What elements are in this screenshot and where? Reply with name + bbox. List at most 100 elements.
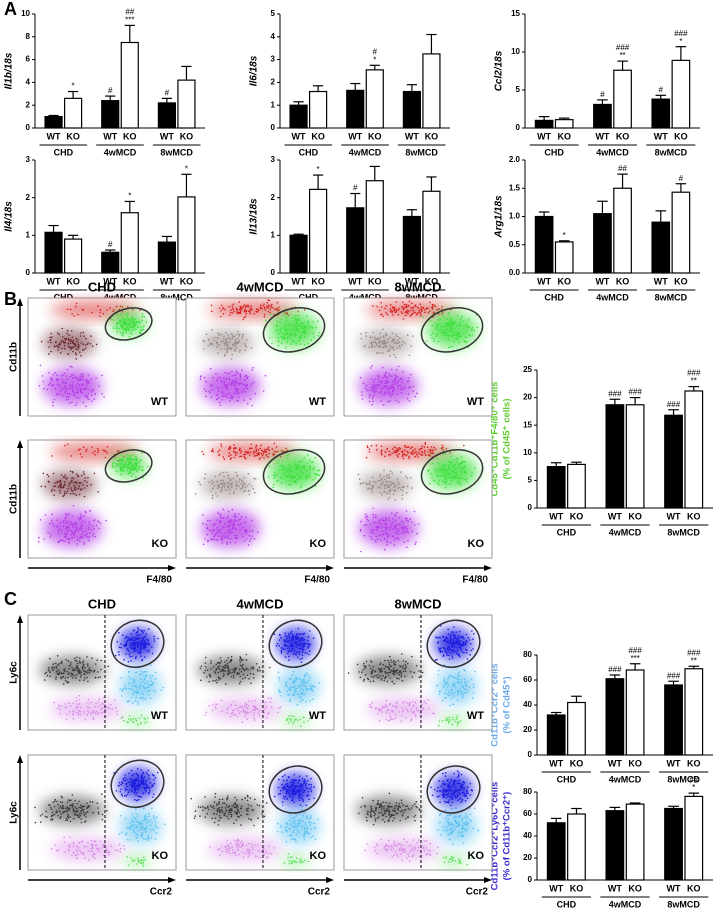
cell-dot xyxy=(232,309,234,311)
cell-dot xyxy=(399,447,401,449)
cell-dot xyxy=(278,677,280,679)
cell-dot xyxy=(227,482,229,484)
cell-dot xyxy=(83,711,85,713)
cell-dot xyxy=(220,657,222,659)
cell-dot xyxy=(214,523,216,525)
cell-dot xyxy=(287,646,289,648)
cell-dot xyxy=(375,529,377,531)
cell-dot xyxy=(303,642,305,644)
cell-dot xyxy=(231,383,233,385)
cell-dot xyxy=(416,314,418,316)
cell-dot xyxy=(55,678,57,680)
cell-dot xyxy=(388,486,390,488)
cell-dot xyxy=(243,334,245,336)
cell-dot xyxy=(296,479,298,481)
bar xyxy=(45,117,62,128)
cell-dot xyxy=(298,469,300,471)
cell-dot xyxy=(233,677,235,679)
cell-dot xyxy=(457,333,459,335)
cell-dot xyxy=(128,650,130,652)
cell-dot xyxy=(314,686,316,688)
cell-dot xyxy=(95,677,97,679)
cell-dot xyxy=(106,309,108,311)
cell-dot xyxy=(147,466,149,468)
cell-dot xyxy=(251,369,253,371)
cell-dot xyxy=(76,704,78,706)
cell-dot xyxy=(375,515,377,517)
cell-dot xyxy=(90,714,92,716)
cell-dot xyxy=(72,384,74,386)
cell-dot xyxy=(50,536,52,538)
cell-dot xyxy=(132,465,134,467)
cell-dot xyxy=(88,521,90,523)
cell-dot xyxy=(395,334,397,336)
cell-dot xyxy=(131,648,133,650)
group-label: CHD xyxy=(557,899,577,909)
cell-dot xyxy=(83,402,85,404)
cell-dot xyxy=(453,676,455,678)
cell-dot xyxy=(139,717,141,719)
cell-dot xyxy=(125,645,127,647)
cell-dot xyxy=(95,393,97,395)
cell-dot xyxy=(128,671,130,673)
cell-dot xyxy=(378,521,380,523)
cell-dot xyxy=(88,398,90,400)
cell-dot xyxy=(56,525,58,527)
cell-dot xyxy=(419,309,421,311)
cell-dot xyxy=(225,386,227,388)
cell-dot xyxy=(401,392,403,394)
cell-dot xyxy=(62,382,64,384)
cell-dot xyxy=(292,325,294,327)
arrow-head xyxy=(326,565,334,571)
cell-dot xyxy=(399,524,401,526)
cell-dot xyxy=(457,681,459,683)
cell-dot xyxy=(74,675,76,677)
cell-dot xyxy=(86,449,88,451)
cell-dot xyxy=(268,476,270,478)
cell-dot xyxy=(390,485,392,487)
cell-dot xyxy=(86,395,88,397)
cell-dot xyxy=(112,465,114,467)
cell-dot xyxy=(392,673,394,675)
cell-dot xyxy=(292,478,294,480)
flow-x-label: F4/80 xyxy=(146,575,172,586)
cell-dot xyxy=(396,301,398,303)
cell-dot xyxy=(396,538,398,540)
cell-dot xyxy=(128,639,130,641)
cell-dot xyxy=(369,396,371,398)
cell-dot xyxy=(404,342,406,344)
cell-dot xyxy=(396,399,398,401)
cell-dot xyxy=(437,334,439,336)
cell-dot xyxy=(210,663,212,665)
cell-dot xyxy=(120,647,122,649)
cell-dot xyxy=(255,393,257,395)
cell-dot xyxy=(86,380,88,382)
cell-dot xyxy=(286,684,288,686)
cell-dot xyxy=(465,336,467,338)
cell-dot xyxy=(388,675,390,677)
cell-dot xyxy=(241,665,243,667)
cell-dot xyxy=(370,529,372,531)
cell-dot xyxy=(56,667,58,669)
cell-dot xyxy=(379,535,381,537)
cell-dot xyxy=(403,486,405,488)
cell-dot xyxy=(216,399,218,401)
cell-dot xyxy=(276,474,278,476)
cell-dot xyxy=(137,649,139,651)
cell-dot xyxy=(247,669,249,671)
cell-dot xyxy=(398,341,400,343)
cell-dot xyxy=(471,679,473,681)
cell-dot xyxy=(228,485,230,487)
cell-dot xyxy=(120,306,122,308)
cell-dot xyxy=(288,454,290,456)
cell-dot xyxy=(380,492,382,494)
cell-dot xyxy=(408,377,410,379)
cell-dot xyxy=(130,333,132,335)
cell-dot xyxy=(146,639,148,641)
cell-dot xyxy=(375,378,377,380)
x-tick-label: KO xyxy=(368,131,382,141)
cell-dot xyxy=(137,645,139,647)
cell-dot xyxy=(80,335,82,337)
cell-dot xyxy=(388,389,390,391)
cell-dot xyxy=(67,527,69,529)
